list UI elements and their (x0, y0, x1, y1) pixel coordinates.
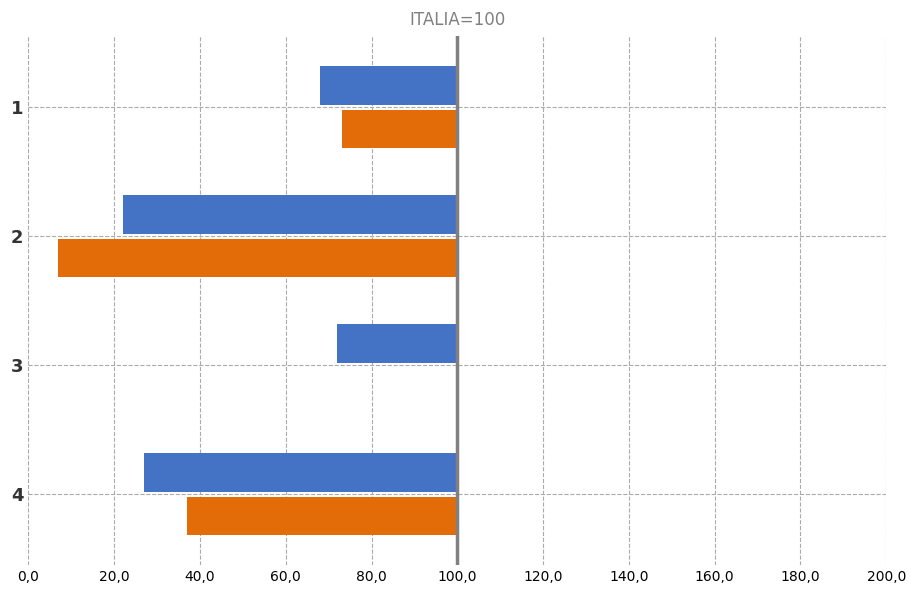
Bar (320, 66, 458, 105)
Bar (123, 195, 458, 234)
Bar (144, 453, 458, 491)
Bar (187, 497, 458, 536)
Bar (337, 324, 458, 362)
Title: ITALIA=100: ITALIA=100 (409, 11, 505, 29)
Bar (341, 109, 458, 148)
Bar (59, 239, 458, 277)
